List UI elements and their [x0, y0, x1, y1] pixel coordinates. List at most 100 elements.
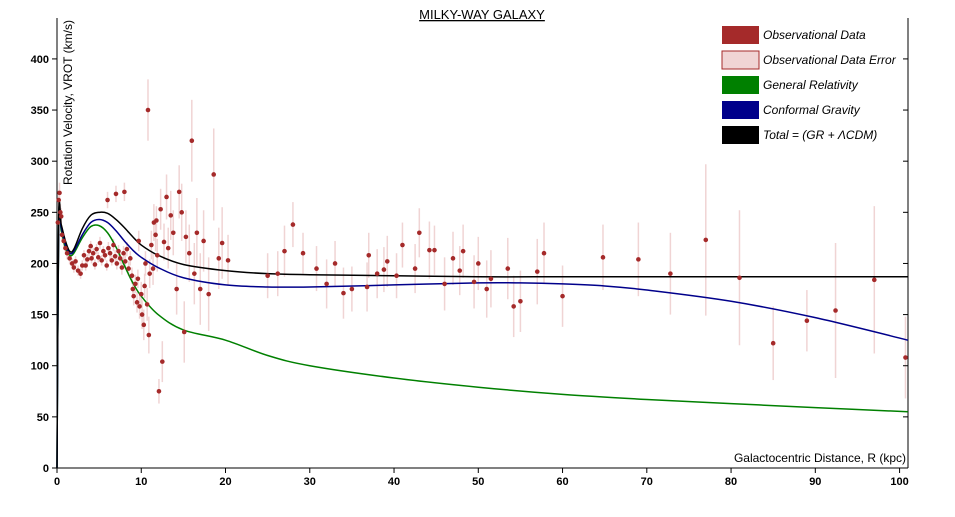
data-point[interactable] — [56, 197, 61, 203]
data-point[interactable] — [150, 266, 156, 271]
legend-label[interactable]: General Relativity — [763, 78, 859, 92]
data-point[interactable] — [124, 246, 130, 252]
legend-label[interactable]: Total = (GR + ΛCDM) — [763, 128, 877, 142]
data-point[interactable] — [145, 107, 151, 113]
data-point[interactable] — [136, 238, 142, 244]
data-point[interactable] — [216, 256, 222, 261]
data-point[interactable] — [116, 248, 121, 254]
data-point[interactable] — [133, 281, 138, 287]
data-point[interactable] — [225, 258, 231, 263]
data-point[interactable] — [442, 281, 447, 287]
data-point[interactable] — [290, 222, 296, 227]
data-point[interactable] — [300, 250, 306, 256]
legend-swatch[interactable] — [722, 126, 759, 144]
data-point[interactable] — [282, 248, 287, 254]
data-point[interactable] — [71, 265, 77, 270]
data-point[interactable] — [64, 250, 70, 256]
data-point[interactable] — [183, 234, 189, 240]
data-point[interactable] — [58, 214, 64, 219]
data-point[interactable] — [67, 256, 72, 261]
data-point[interactable] — [69, 261, 75, 266]
data-point[interactable] — [85, 257, 90, 262]
data-point[interactable] — [102, 252, 108, 258]
data-point[interactable] — [88, 243, 94, 249]
data-point[interactable] — [381, 267, 387, 272]
data-point[interactable] — [59, 232, 65, 238]
data-point[interactable] — [541, 250, 547, 256]
data-point[interactable] — [81, 252, 87, 258]
legend-swatch[interactable] — [722, 26, 759, 44]
data-point[interactable] — [149, 242, 154, 248]
data-point[interactable] — [158, 206, 163, 212]
data-point[interactable] — [143, 261, 148, 266]
data-point[interactable] — [518, 298, 523, 304]
data-point[interactable] — [488, 276, 494, 282]
data-point[interactable] — [770, 340, 776, 346]
data-point[interactable] — [92, 262, 98, 267]
data-point[interactable] — [186, 250, 192, 256]
data-point[interactable] — [105, 197, 110, 203]
data-point[interactable] — [142, 283, 147, 289]
data-point[interactable] — [122, 189, 127, 195]
data-point[interactable] — [101, 248, 106, 254]
data-point[interactable] — [112, 253, 118, 259]
data-point[interactable] — [104, 263, 110, 268]
data-point[interactable] — [804, 318, 810, 324]
data-point[interactable] — [141, 322, 147, 328]
data-point[interactable] — [109, 258, 115, 263]
data-point[interactable] — [137, 304, 142, 309]
data-point[interactable] — [99, 258, 104, 263]
data-point[interactable] — [164, 194, 169, 200]
data-point[interactable] — [94, 246, 99, 252]
data-point[interactable] — [194, 230, 200, 236]
data-point[interactable] — [144, 302, 150, 307]
data-point[interactable] — [475, 261, 481, 266]
data-point[interactable] — [154, 218, 159, 223]
data-point[interactable] — [147, 271, 152, 276]
data-point[interactable] — [332, 261, 338, 266]
data-point[interactable] — [128, 256, 133, 261]
legend-swatch[interactable] — [722, 76, 759, 94]
data-point[interactable] — [119, 265, 125, 270]
data-point[interactable] — [600, 255, 606, 260]
data-point[interactable] — [871, 277, 877, 283]
data-point[interactable] — [427, 247, 432, 253]
legend-swatch[interactable] — [722, 101, 759, 119]
data-point[interactable] — [63, 245, 68, 251]
data-point[interactable] — [58, 210, 63, 215]
data-point[interactable] — [181, 329, 187, 335]
data-point[interactable] — [833, 308, 838, 313]
data-point[interactable] — [364, 284, 370, 290]
data-point[interactable] — [160, 359, 165, 364]
data-point[interactable] — [471, 279, 477, 285]
data-point[interactable] — [450, 256, 456, 261]
data-point[interactable] — [107, 250, 113, 256]
data-point[interactable] — [86, 248, 92, 254]
data-point[interactable] — [275, 271, 281, 276]
data-point[interactable] — [211, 172, 217, 177]
data-point[interactable] — [460, 248, 466, 254]
data-point[interactable] — [126, 266, 131, 271]
data-point[interactable] — [170, 230, 176, 236]
data-point[interactable] — [349, 286, 355, 292]
data-point[interactable] — [161, 239, 167, 245]
data-point[interactable] — [534, 269, 540, 274]
chart-title[interactable]: MILKY-WAY GALAXY — [419, 7, 545, 22]
data-point[interactable] — [511, 304, 516, 309]
data-point[interactable] — [114, 261, 120, 266]
data-point[interactable] — [79, 263, 85, 268]
data-point[interactable] — [111, 242, 116, 248]
data-point[interactable] — [61, 238, 67, 244]
data-point[interactable] — [134, 300, 140, 305]
data-point[interactable] — [314, 266, 319, 271]
data-point[interactable] — [324, 281, 329, 287]
legend-label[interactable]: Observational Data — [763, 28, 866, 42]
data-point[interactable] — [394, 273, 399, 279]
data-point[interactable] — [139, 312, 145, 317]
data-point[interactable] — [131, 293, 136, 299]
data-point[interactable] — [55, 220, 61, 225]
data-point[interactable] — [122, 259, 128, 264]
data-point[interactable] — [97, 240, 103, 246]
data-point[interactable] — [457, 268, 463, 273]
legend-label[interactable]: Observational Data Error — [763, 53, 897, 67]
